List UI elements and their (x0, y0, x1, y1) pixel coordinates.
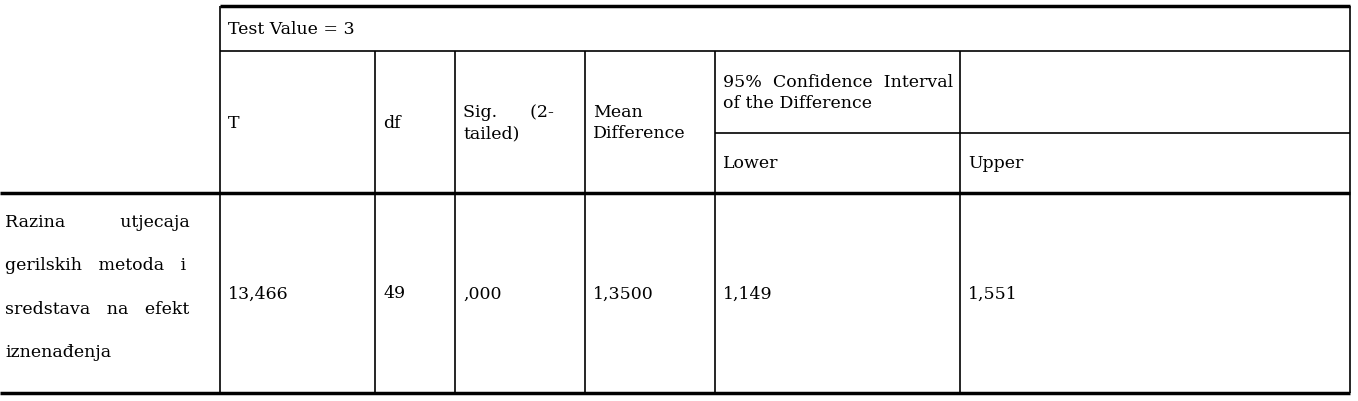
Text: 95%  Confidence  Interval: 95% Confidence Interval (722, 74, 953, 91)
Text: Sig.      (2-: Sig. (2- (463, 103, 554, 121)
Text: ,000: ,000 (463, 285, 501, 302)
Text: Lower: Lower (722, 155, 778, 172)
Text: tailed): tailed) (463, 125, 519, 142)
Text: T: T (228, 114, 239, 131)
Text: Test Value = 3: Test Value = 3 (228, 21, 354, 38)
Text: 1,3500: 1,3500 (593, 285, 653, 302)
Text: 1,551: 1,551 (968, 285, 1017, 302)
Text: iznenađenja: iznenađenja (5, 343, 111, 360)
Text: df: df (383, 114, 401, 131)
Text: sredstava   na   efekt: sredstava na efekt (5, 300, 189, 317)
Text: 13,466: 13,466 (228, 285, 289, 302)
Text: Razina          utjecaja: Razina utjecaja (5, 213, 190, 230)
Text: Upper: Upper (968, 155, 1024, 172)
Text: gerilskih   metoda   i: gerilskih metoda i (5, 257, 186, 273)
Text: 49: 49 (383, 285, 405, 302)
Text: 1,149: 1,149 (722, 285, 773, 302)
Text: Mean: Mean (593, 103, 642, 121)
Text: of the Difference: of the Difference (722, 95, 872, 112)
Text: Difference: Difference (593, 125, 686, 142)
